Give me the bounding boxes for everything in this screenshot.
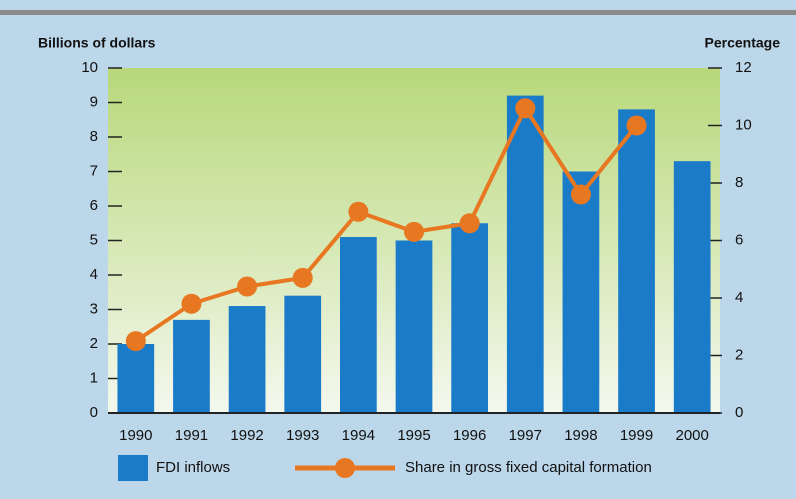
- bar: [451, 223, 488, 413]
- legend-label: Share in gross fixed capital formation: [405, 459, 652, 476]
- line-marker: [459, 213, 480, 234]
- y-axis-title: Billions of dollars: [38, 35, 156, 51]
- x-tick-label: 1996: [453, 427, 486, 444]
- line-marker: [237, 276, 258, 297]
- y-tick-label: 8: [90, 128, 98, 145]
- top-border: [0, 10, 796, 15]
- bar: [673, 161, 711, 413]
- x-tick-label: 1999: [620, 427, 653, 444]
- bar: [228, 306, 266, 413]
- line-marker: [348, 201, 369, 222]
- x-tick-label: 1997: [509, 427, 542, 444]
- x-tick-label: 1995: [397, 427, 430, 444]
- line: [134, 106, 639, 343]
- x-tick-label: 2000: [675, 427, 708, 444]
- y-tick-label: 9: [90, 93, 98, 110]
- x-tick-label: 1993: [286, 427, 319, 444]
- line-marker: [125, 331, 146, 352]
- bar: [117, 344, 155, 413]
- x-tick-label: 1991: [175, 427, 208, 444]
- y2-tick-label: 10: [735, 116, 752, 133]
- y2-tick-label: 6: [735, 231, 743, 248]
- line-marker: [626, 115, 647, 136]
- x-tick-label: 1994: [342, 427, 375, 444]
- bar: [395, 240, 433, 413]
- line-marker: [570, 184, 591, 205]
- bar: [618, 109, 655, 414]
- line-marker: [404, 221, 424, 242]
- y-tick-label: 10: [81, 59, 98, 76]
- line-marker: [515, 98, 536, 119]
- y-tick-label: 3: [90, 300, 98, 317]
- bar: [506, 95, 544, 413]
- y2-tick-label: 2: [735, 346, 743, 363]
- y2-tick-label: 8: [735, 174, 743, 191]
- legend-swatch-marker: [335, 458, 355, 478]
- bar: [562, 171, 600, 413]
- legend-swatch: [118, 455, 148, 481]
- y2-tick-label: 12: [735, 59, 752, 76]
- x-tick-label: 1992: [230, 427, 263, 444]
- line-marker: [292, 267, 313, 288]
- y2-tick-label: 4: [735, 289, 743, 306]
- y-tick-label: 1: [90, 369, 98, 386]
- bar: [284, 295, 322, 413]
- y-tick-label: 2: [90, 335, 98, 352]
- x-tick-label: 1998: [564, 427, 597, 444]
- bar: [173, 319, 210, 413]
- y2-axis-title: Percentage: [705, 35, 781, 51]
- bar: [340, 237, 377, 413]
- y2-tick-label: 0: [735, 404, 743, 421]
- y-tick-label: 7: [90, 162, 98, 179]
- y-tick-label: 4: [90, 266, 98, 283]
- legend-label: FDI inflows: [156, 459, 230, 476]
- y-tick-label: 6: [90, 197, 98, 214]
- y-tick-label: 5: [90, 231, 98, 248]
- line-marker: [181, 293, 202, 314]
- y-tick-label: 0: [90, 404, 98, 421]
- x-tick-label: 1990: [119, 427, 152, 444]
